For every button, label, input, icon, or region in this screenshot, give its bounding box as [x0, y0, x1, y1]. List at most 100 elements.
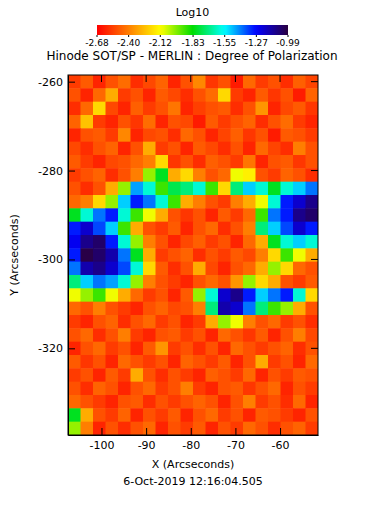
heatmap-cell — [206, 102, 219, 116]
heatmap-cell — [231, 248, 244, 262]
heatmap-cell — [68, 88, 81, 102]
colorbar: Log10-2.68-2.40-2.12-1.83-1.55-1.27-0.99 — [85, 6, 300, 48]
heatmap-cell — [256, 368, 269, 382]
heatmap-cell — [143, 102, 156, 116]
heatmap-cell — [93, 315, 106, 329]
heatmap-cell — [131, 368, 144, 382]
y-tick-mark-right — [311, 348, 318, 349]
heatmap-cell — [218, 382, 231, 396]
heatmap-cell — [168, 222, 181, 236]
heatmap-cell — [68, 128, 81, 142]
heatmap-cell — [131, 195, 144, 209]
heatmap-cell — [81, 128, 94, 142]
heatmap-cell — [268, 168, 281, 182]
heatmap-cell — [293, 422, 306, 435]
x-tick-label: -90 — [138, 439, 156, 452]
heatmap-cell — [181, 115, 194, 129]
heatmap-cell — [156, 408, 169, 422]
heatmap-cell — [218, 342, 231, 356]
heatmap-cell — [131, 262, 144, 276]
heatmap-cell — [243, 355, 256, 369]
heatmap-cell — [281, 262, 294, 276]
heatmap-cell — [106, 168, 119, 182]
heatmap-cell — [193, 302, 206, 316]
heatmap-cell — [218, 195, 231, 209]
heatmap-cell — [268, 75, 281, 89]
heatmap-cell — [131, 422, 144, 435]
heatmap-cell — [168, 102, 181, 116]
heatmap-cell — [218, 142, 231, 156]
heatmap-cell — [118, 195, 131, 209]
colorbar-tick-mark — [97, 35, 98, 37]
heatmap-cell — [143, 248, 156, 262]
heatmap-cell — [81, 155, 94, 169]
heatmap-cell — [68, 382, 81, 396]
heatmap-cell — [218, 355, 231, 369]
heatmap-cell — [306, 302, 319, 316]
heatmap-cell — [281, 208, 294, 222]
heatmap-cell — [231, 168, 244, 182]
heatmap-cell — [243, 328, 256, 342]
heatmap-cell — [193, 182, 206, 196]
heatmap-cell — [156, 222, 169, 236]
heatmap-cell — [193, 328, 206, 342]
heatmap-cell — [281, 75, 294, 89]
y-tick-mark-right — [311, 170, 318, 171]
heatmap-cell — [118, 395, 131, 409]
heatmap-cell — [306, 75, 319, 89]
heatmap-cell — [68, 355, 81, 369]
heatmap-cell — [131, 142, 144, 156]
heatmap-cell — [68, 302, 81, 316]
date-annotation: 6-Oct-2019 12:16:04.505 — [123, 475, 263, 488]
heatmap-cell — [106, 115, 119, 129]
heatmap-cell — [193, 128, 206, 142]
heatmap-cell — [131, 288, 144, 302]
heatmap-cell — [143, 315, 156, 329]
heatmap-cell — [306, 88, 319, 102]
heatmap-cell — [168, 195, 181, 209]
heatmap-cell — [68, 142, 81, 156]
heatmap-cell — [281, 88, 294, 102]
heatmap-cell — [256, 128, 269, 142]
heatmap-cell — [268, 235, 281, 249]
heatmap-cell — [243, 342, 256, 356]
heatmap-cell — [156, 368, 169, 382]
heatmap-cell — [281, 328, 294, 342]
heatmap-cell — [156, 395, 169, 409]
heatmap-cell — [231, 355, 244, 369]
heatmap-cell — [243, 115, 256, 129]
colorbar-tick-mark — [193, 35, 194, 37]
heatmap-cell — [106, 142, 119, 156]
heatmap-cell — [231, 142, 244, 156]
heatmap-cell — [231, 222, 244, 236]
heatmap-cell — [256, 382, 269, 396]
heatmap-cell — [281, 128, 294, 142]
heatmap-cell — [106, 88, 119, 102]
heatmap-cell — [206, 115, 219, 129]
heatmap-cell — [168, 128, 181, 142]
colorbar-tick-label: -1.27 — [245, 38, 268, 48]
heatmap-cell — [306, 142, 319, 156]
y-tick-mark — [68, 171, 75, 172]
heatmap-cell — [293, 75, 306, 89]
heatmap-cell — [106, 408, 119, 422]
heatmap-cell — [181, 102, 194, 116]
heatmap-cell — [193, 208, 206, 222]
heatmap-cell — [193, 88, 206, 102]
heatmap-cell — [93, 382, 106, 396]
heatmap-cell — [256, 195, 269, 209]
heatmap-cell — [143, 208, 156, 222]
heatmap-cell — [131, 208, 144, 222]
heatmap-cell — [168, 262, 181, 276]
heatmap-cell — [143, 88, 156, 102]
heatmap-cell — [168, 368, 181, 382]
heatmap-cell — [231, 235, 244, 249]
heatmap-cell — [231, 422, 244, 435]
heatmap-cell — [206, 142, 219, 156]
heatmap-cell — [93, 275, 106, 289]
heatmap-cell — [118, 102, 131, 116]
x-tick: -80 — [182, 428, 200, 452]
x-tick: -70 — [227, 428, 245, 452]
heatmap-cell — [156, 102, 169, 116]
heatmap-cell — [81, 235, 94, 249]
